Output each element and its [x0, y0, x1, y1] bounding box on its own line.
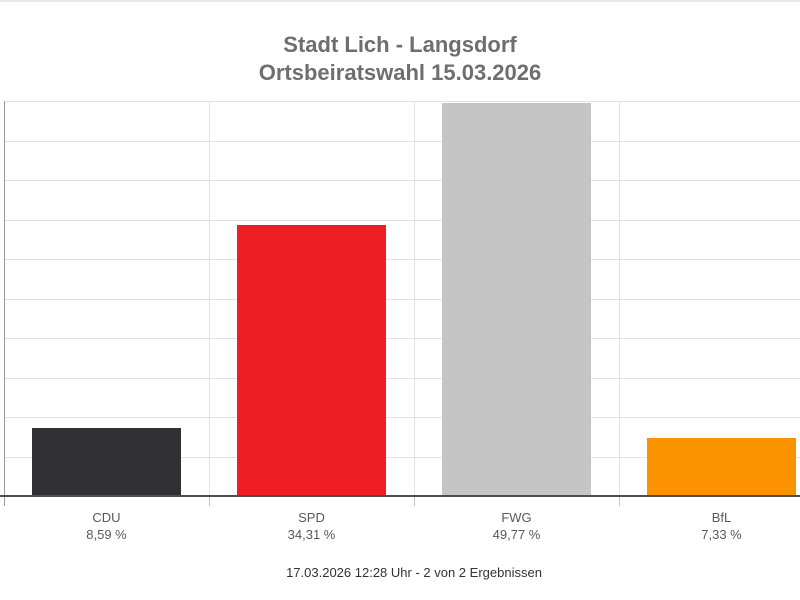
category-label-fwg: FWG 49,77 %: [414, 509, 619, 543]
gridline-horizontal: [4, 140, 800, 142]
chart-subtitle: Ortsbeiratswahl 15.03.2026: [258, 60, 542, 85]
bar-bfl: [647, 438, 796, 496]
category-percentage: 34,31 %: [287, 527, 336, 542]
x-axis-line: [0, 495, 800, 497]
gridline-horizontal: [4, 298, 800, 300]
category-name: FWG: [501, 510, 532, 525]
page-top-border: [0, 0, 800, 2]
bar-fwg: [442, 102, 591, 496]
gridline-horizontal: [4, 259, 800, 260]
y-axis-line: [4, 101, 5, 506]
category-percentage: 8,59 %: [86, 527, 127, 542]
bar-spd: [237, 224, 386, 496]
gridline-vertical: [414, 101, 415, 496]
chart-title: Stadt Lich - Langsdorf: [283, 32, 517, 57]
plot-area: [4, 101, 800, 496]
gridline-horizontal: [4, 338, 800, 339]
gridline-vertical: [209, 101, 210, 496]
category-percentage: 49,77 %: [492, 527, 541, 542]
bar-cdu: [32, 428, 181, 496]
category-name: BfL: [711, 510, 732, 525]
gridline-vertical: [619, 101, 620, 496]
category-name: SPD: [298, 510, 325, 525]
category-name: CDU: [92, 510, 121, 525]
axis-tick: [414, 497, 415, 506]
gridline-horizontal: [4, 180, 800, 181]
axis-tick: [209, 497, 210, 506]
gridline-horizontal: [4, 101, 800, 102]
category-percentage: 7,33 %: [701, 527, 742, 542]
gridline-horizontal: [4, 377, 800, 379]
category-label-spd: SPD 34,31 %: [209, 509, 414, 543]
axis-tick: [619, 497, 620, 506]
category-label-bfl: BfL 7,33 %: [619, 509, 800, 543]
gridline-horizontal: [4, 417, 800, 418]
chart-footer: 17.03.2026 12:28 Uhr - 2 von 2 Ergebniss…: [286, 565, 542, 580]
category-label-cdu: CDU 8,59 %: [4, 509, 209, 543]
chart-title-block: Stadt Lich - Langsdorf Ortsbeiratswahl 1…: [0, 31, 800, 87]
gridline-horizontal: [4, 219, 800, 221]
gridline-horizontal: [4, 456, 800, 458]
